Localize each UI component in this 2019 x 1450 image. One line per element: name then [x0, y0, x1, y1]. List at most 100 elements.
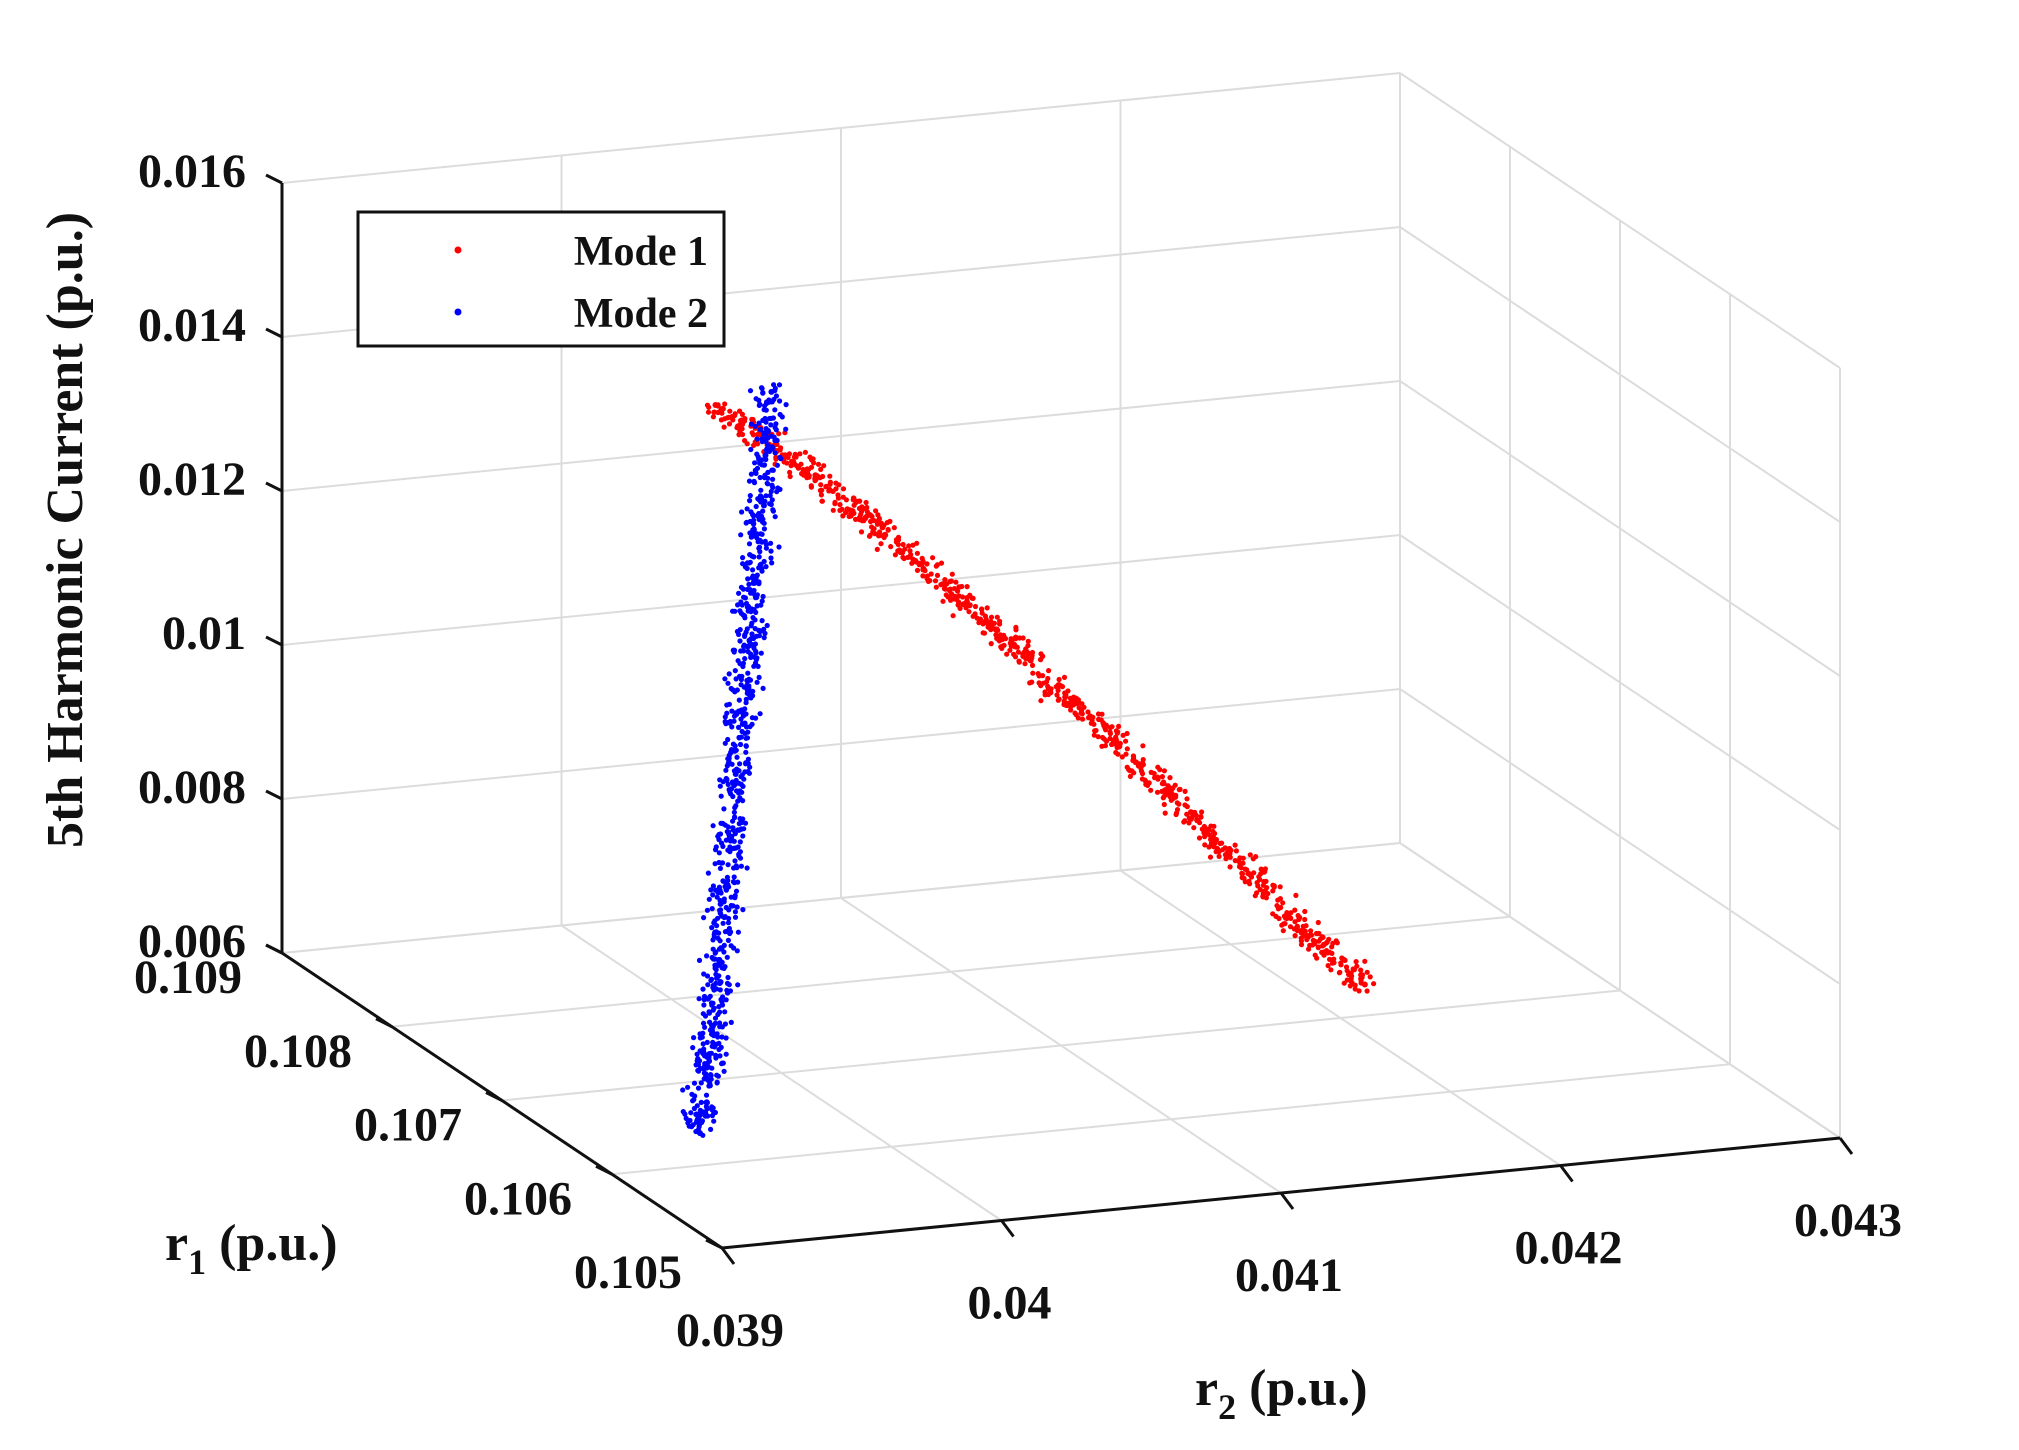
data-point	[760, 508, 766, 514]
data-point	[683, 1115, 689, 1121]
data-point	[768, 422, 774, 428]
y-axis-label: r1 (p.u.)	[165, 1215, 338, 1282]
data-point	[712, 861, 718, 867]
data-point	[1028, 658, 1034, 664]
data-point	[752, 660, 759, 666]
data-point	[705, 409, 712, 415]
x-tick-mark	[720, 1247, 736, 1265]
data-point	[1202, 842, 1208, 848]
data-point	[743, 749, 749, 755]
data-point	[988, 614, 995, 620]
data-point	[807, 454, 813, 460]
data-point	[746, 770, 753, 776]
data-point	[712, 1020, 719, 1026]
data-point	[734, 687, 740, 693]
data-point	[749, 553, 755, 559]
data-point	[725, 974, 731, 981]
data-point	[787, 469, 793, 475]
data-point	[746, 541, 753, 547]
data-point	[1130, 757, 1136, 764]
x-axis-label-main: r	[1195, 1360, 1218, 1417]
data-point	[733, 803, 739, 809]
y-axis-label-main: r	[165, 1215, 188, 1272]
data-point	[718, 911, 724, 917]
data-point	[745, 608, 751, 614]
data-point	[738, 682, 744, 688]
z-tick-mark	[265, 481, 283, 493]
data-point	[934, 572, 941, 579]
data-point	[763, 493, 769, 499]
z-tick-mark	[265, 635, 283, 647]
data-point	[1196, 835, 1203, 841]
data-point	[910, 556, 916, 562]
data-point	[748, 471, 755, 477]
data-point	[744, 565, 750, 572]
data-point	[741, 826, 747, 832]
data-point	[1315, 919, 1321, 926]
data-point	[721, 914, 727, 921]
data-point	[723, 721, 729, 727]
data-point	[1275, 906, 1281, 912]
data-point	[748, 534, 754, 540]
data-point	[997, 632, 1004, 638]
data-point	[710, 1105, 716, 1111]
data-point	[732, 909, 739, 915]
data-point	[1323, 948, 1330, 954]
data-point	[690, 1122, 696, 1128]
data-point	[769, 482, 775, 488]
data-point	[972, 611, 978, 617]
data-point	[1362, 958, 1368, 964]
data-point	[1240, 855, 1246, 861]
data-point	[710, 892, 716, 898]
data-point	[871, 518, 877, 524]
data-point	[830, 507, 836, 513]
data-point	[706, 1058, 713, 1064]
data-point	[719, 959, 725, 966]
data-point	[763, 456, 769, 463]
data-point	[1039, 653, 1046, 659]
data-point	[988, 627, 994, 633]
data-point	[733, 710, 739, 716]
data-point	[951, 596, 957, 602]
data-point	[777, 454, 783, 460]
data-point	[733, 888, 740, 894]
data-point	[1160, 779, 1167, 785]
data-point	[715, 889, 721, 896]
data-point	[1167, 790, 1173, 796]
data-point	[1140, 743, 1146, 749]
data-point	[1069, 702, 1075, 708]
data-point	[748, 421, 755, 427]
data-point	[910, 542, 916, 548]
data-point	[1192, 809, 1198, 816]
data-point	[1182, 788, 1188, 795]
data-point	[874, 546, 880, 553]
data-point	[745, 603, 752, 610]
data-point	[724, 954, 730, 960]
data-point	[1079, 711, 1085, 717]
data-point	[959, 583, 965, 590]
data-point	[815, 461, 822, 467]
data-point	[858, 529, 865, 535]
data-point	[924, 561, 930, 567]
data-point	[972, 603, 979, 610]
data-point	[697, 1065, 703, 1072]
data-point	[949, 571, 955, 577]
y-tick-label: 0.105	[574, 1246, 682, 1299]
data-point	[742, 656, 748, 662]
data-point	[711, 1118, 717, 1124]
data-point	[1079, 701, 1085, 707]
data-point	[1182, 802, 1188, 808]
data-point	[713, 967, 719, 973]
data-point	[1025, 651, 1031, 657]
data-point	[753, 573, 760, 580]
data-point	[738, 532, 744, 538]
data-point	[1142, 777, 1148, 783]
data-point	[1011, 651, 1017, 657]
data-point	[1328, 967, 1334, 973]
data-point	[735, 929, 742, 935]
data-point	[731, 649, 737, 655]
data-point	[747, 559, 753, 565]
x-axis-label: r2 (p.u.)	[1195, 1360, 1368, 1427]
data-point	[1029, 662, 1036, 669]
data-point	[1184, 796, 1190, 802]
